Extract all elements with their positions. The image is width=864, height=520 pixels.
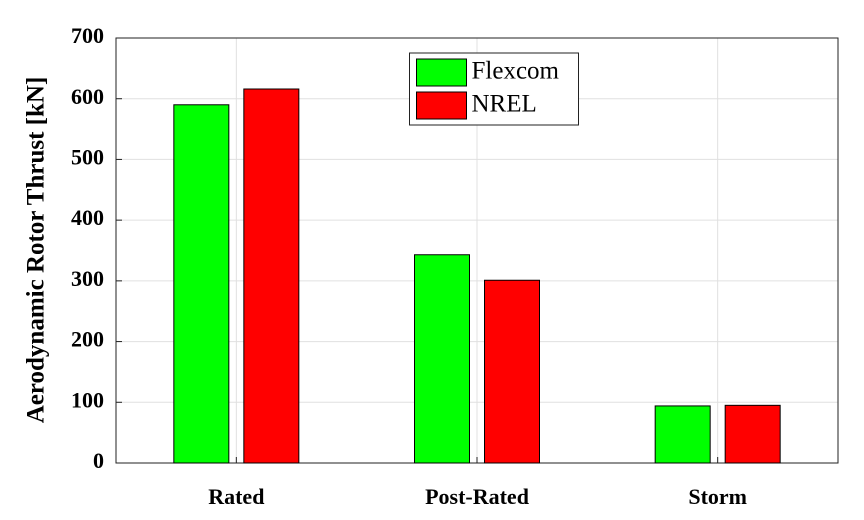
legend-swatch	[416, 91, 467, 120]
bar	[654, 405, 711, 464]
x-tick-label: Post-Rated	[425, 484, 529, 509]
x-tick-label: Rated	[208, 484, 264, 509]
y-tick-label: 400	[71, 205, 104, 230]
y-tick-label: 200	[71, 327, 104, 352]
bar	[173, 104, 230, 464]
y-tick-label: 100	[71, 387, 104, 412]
bar	[243, 88, 300, 464]
y-axis-label: Aerodynamic Rotor Thrust [kN]	[23, 77, 50, 424]
y-tick-label: 600	[71, 84, 104, 109]
x-tick-label: Storm	[688, 484, 747, 509]
legend-label: Flexcom	[472, 58, 560, 85]
bar	[724, 404, 781, 464]
y-tick-label: 300	[71, 266, 104, 291]
bar	[414, 254, 470, 464]
y-tick-label: 700	[71, 23, 104, 48]
bar	[484, 279, 540, 464]
y-tick-label: 0	[93, 448, 104, 473]
y-tick-label: 500	[71, 144, 104, 169]
legend-swatch	[416, 58, 467, 87]
legend-label: NREL	[472, 91, 537, 118]
